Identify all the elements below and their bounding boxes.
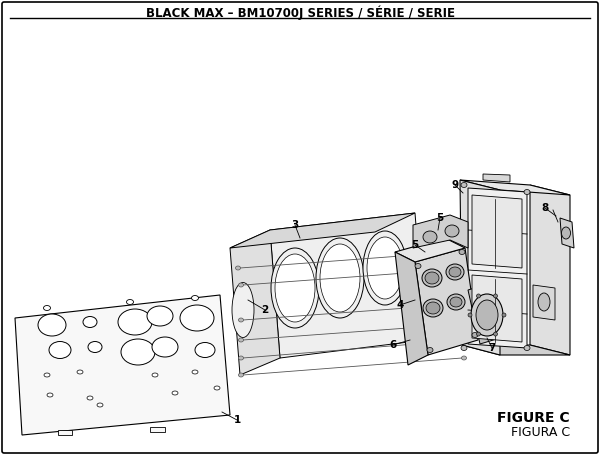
Ellipse shape: [214, 386, 220, 390]
Polygon shape: [395, 238, 465, 262]
Polygon shape: [460, 180, 500, 355]
Ellipse shape: [459, 249, 465, 254]
Ellipse shape: [83, 317, 97, 328]
Polygon shape: [560, 218, 574, 248]
Ellipse shape: [446, 264, 464, 280]
Ellipse shape: [180, 305, 214, 331]
Polygon shape: [15, 295, 230, 435]
Ellipse shape: [562, 227, 571, 239]
Text: 8: 8: [541, 203, 548, 213]
Ellipse shape: [44, 373, 50, 377]
Text: 3: 3: [292, 220, 299, 230]
Ellipse shape: [471, 294, 503, 336]
Ellipse shape: [460, 267, 464, 271]
Ellipse shape: [468, 313, 472, 317]
Ellipse shape: [423, 299, 443, 317]
Ellipse shape: [195, 343, 215, 358]
Ellipse shape: [476, 332, 481, 336]
Ellipse shape: [455, 250, 460, 254]
Ellipse shape: [422, 269, 442, 287]
Text: 4: 4: [397, 300, 404, 310]
Ellipse shape: [147, 306, 173, 326]
Ellipse shape: [461, 302, 467, 306]
Ellipse shape: [493, 332, 497, 336]
Ellipse shape: [463, 322, 467, 326]
Polygon shape: [270, 213, 425, 358]
Ellipse shape: [87, 396, 93, 400]
Text: 7: 7: [488, 343, 496, 353]
Ellipse shape: [239, 338, 244, 342]
Ellipse shape: [425, 272, 439, 284]
Polygon shape: [472, 275, 522, 342]
Ellipse shape: [493, 294, 497, 298]
Ellipse shape: [232, 283, 254, 338]
Polygon shape: [530, 185, 570, 355]
Ellipse shape: [88, 342, 102, 353]
Ellipse shape: [49, 342, 71, 359]
Ellipse shape: [423, 231, 437, 243]
Ellipse shape: [38, 314, 66, 336]
Polygon shape: [462, 345, 570, 355]
Ellipse shape: [320, 244, 360, 312]
Ellipse shape: [476, 300, 498, 330]
Polygon shape: [58, 430, 72, 435]
Ellipse shape: [235, 266, 241, 270]
Ellipse shape: [538, 293, 550, 311]
Ellipse shape: [239, 318, 244, 322]
Ellipse shape: [367, 237, 403, 299]
Text: BLACK MAX – BM10700J SERIES / SÉRIE / SERIE: BLACK MAX – BM10700J SERIES / SÉRIE / SE…: [146, 6, 455, 20]
Ellipse shape: [447, 294, 465, 310]
Ellipse shape: [427, 348, 433, 353]
Text: FIGURA C: FIGURA C: [511, 425, 570, 439]
Polygon shape: [468, 284, 500, 344]
Polygon shape: [395, 252, 428, 365]
Ellipse shape: [415, 263, 421, 268]
Text: 5: 5: [412, 240, 419, 250]
Text: 9: 9: [451, 180, 458, 190]
Ellipse shape: [445, 225, 459, 237]
Ellipse shape: [461, 182, 467, 187]
Polygon shape: [413, 215, 468, 248]
Polygon shape: [230, 230, 280, 375]
Polygon shape: [472, 195, 522, 268]
Ellipse shape: [152, 337, 178, 357]
Ellipse shape: [450, 297, 462, 307]
Ellipse shape: [191, 295, 199, 300]
Ellipse shape: [77, 370, 83, 374]
Ellipse shape: [44, 305, 50, 310]
Ellipse shape: [239, 283, 244, 287]
Ellipse shape: [152, 373, 158, 377]
Ellipse shape: [461, 356, 467, 360]
Polygon shape: [483, 174, 510, 182]
Ellipse shape: [524, 189, 530, 194]
Ellipse shape: [192, 370, 198, 374]
Ellipse shape: [275, 254, 315, 322]
Text: 6: 6: [389, 340, 397, 350]
Ellipse shape: [316, 238, 364, 318]
Ellipse shape: [121, 339, 155, 365]
Text: 2: 2: [262, 305, 269, 315]
Ellipse shape: [172, 391, 178, 395]
Text: 1: 1: [233, 415, 241, 425]
Ellipse shape: [118, 309, 152, 335]
Polygon shape: [150, 427, 165, 432]
Ellipse shape: [47, 393, 53, 397]
Ellipse shape: [502, 313, 506, 317]
Ellipse shape: [426, 302, 440, 314]
Text: 5: 5: [436, 213, 443, 223]
Ellipse shape: [239, 356, 244, 360]
Text: FIGURE C: FIGURE C: [497, 411, 570, 425]
Ellipse shape: [461, 345, 467, 350]
Ellipse shape: [524, 345, 530, 350]
Ellipse shape: [476, 294, 481, 298]
Polygon shape: [468, 188, 527, 348]
Polygon shape: [460, 180, 570, 195]
Ellipse shape: [464, 338, 469, 342]
Polygon shape: [533, 285, 555, 320]
Polygon shape: [415, 248, 478, 355]
Ellipse shape: [472, 333, 478, 338]
Ellipse shape: [363, 231, 407, 305]
Ellipse shape: [239, 373, 244, 377]
Ellipse shape: [271, 248, 319, 328]
